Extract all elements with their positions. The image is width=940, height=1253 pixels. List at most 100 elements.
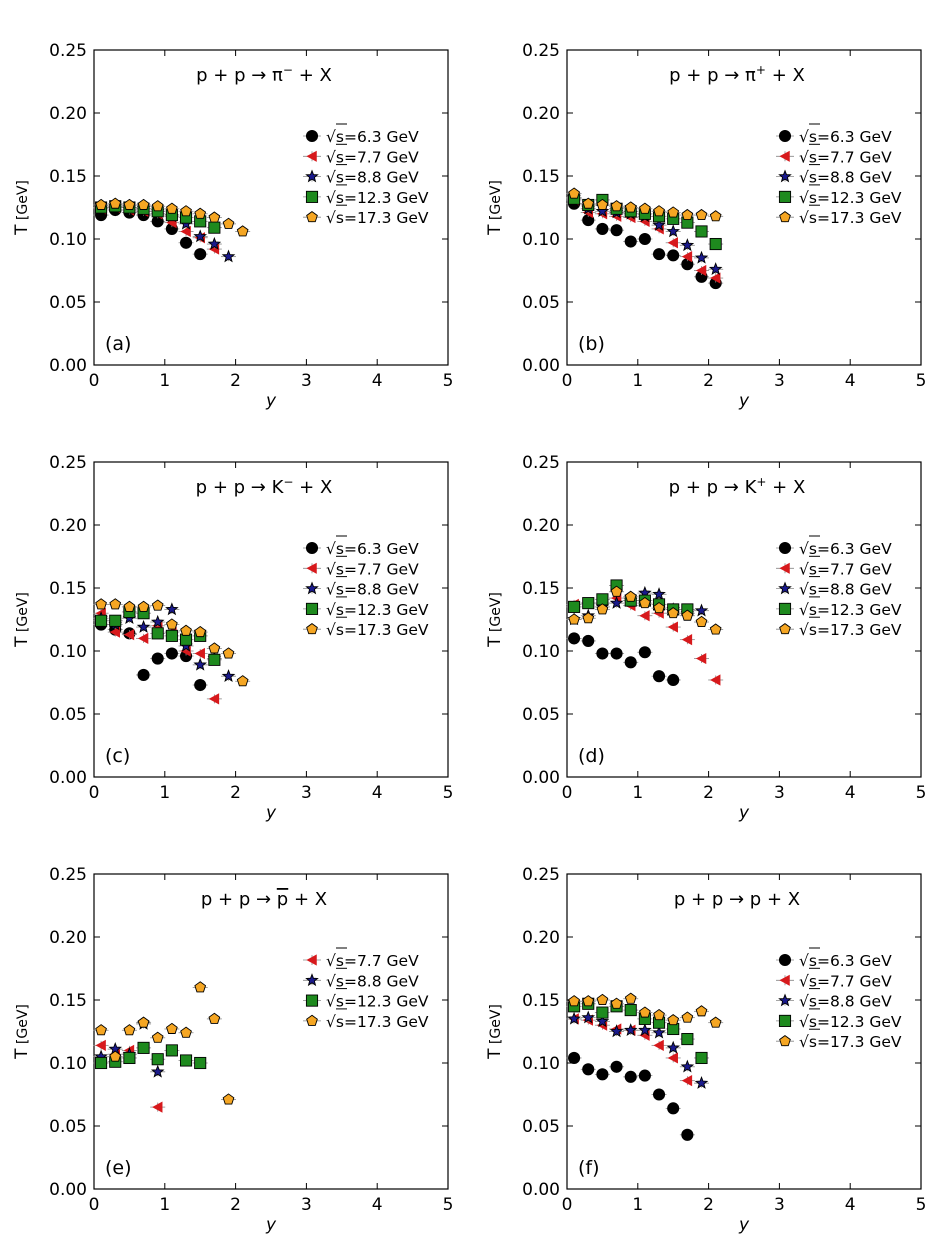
legend-marker	[305, 190, 319, 203]
legend-entry: √s=17.3 GeV	[776, 616, 902, 639]
legend-marker	[778, 602, 792, 615]
data-point	[194, 647, 205, 660]
y-tick-label: 0.25	[49, 453, 87, 473]
legend-value: =17.3 GeV	[817, 1033, 902, 1051]
data-point	[208, 653, 221, 666]
y-tick-label: 0.00	[522, 1180, 560, 1200]
legend-label: √s=17.3 GeV	[326, 1013, 429, 1031]
legend-sqrt: √s	[799, 148, 817, 166]
legend-entry: √s=17.3 GeV	[776, 1028, 902, 1051]
x-tick-label: 2	[230, 783, 241, 803]
legend-value: =8.8 GeV	[817, 993, 892, 1011]
data-point	[681, 1075, 693, 1087]
panel-label: (f)	[578, 1157, 600, 1179]
legend-value: =7.7 GeV	[817, 560, 892, 578]
data-point	[582, 612, 595, 624]
legend-label: √s=12.3 GeV	[799, 189, 902, 207]
chart-title: p + p → π+ + X	[669, 63, 805, 86]
data-point	[596, 593, 609, 606]
data-point	[624, 656, 637, 669]
series-6.3	[566, 1051, 695, 1141]
legend-value: =12.3 GeV	[344, 189, 429, 207]
y-axis-label-symbol: T	[12, 1048, 32, 1060]
data-point	[166, 1022, 178, 1034]
legend-label: √s=6.3 GeV	[326, 540, 419, 558]
data-point	[681, 634, 693, 646]
x-axis-label: y	[265, 1215, 277, 1235]
x-tick-label: 5	[916, 371, 927, 391]
data-point	[194, 981, 207, 993]
x-tick-label: 0	[562, 371, 573, 391]
data-point	[123, 1051, 136, 1065]
data-point	[151, 652, 164, 665]
data-point	[194, 248, 207, 261]
data-point	[165, 1044, 178, 1057]
series-17.3	[566, 992, 724, 1028]
data-point	[680, 1059, 695, 1073]
data-point	[567, 1011, 581, 1025]
y-tick-label: 0.15	[522, 991, 560, 1011]
chart-title: p + p → p + X	[674, 889, 800, 910]
panel-c: 0 1 2 3 4 5 0.00 0.05 0.10 0.15 0.20 0.25 y T [GeV] p …	[12, 453, 453, 823]
title-part: p + p → p + X	[674, 889, 800, 910]
legend-sqrt: √s	[326, 148, 344, 166]
legend-label: √s=12.3 GeV	[799, 601, 902, 619]
data-point	[666, 224, 680, 238]
legend-entry: √s=7.7 GeV	[303, 947, 419, 970]
y-tick-label: 0.25	[49, 865, 87, 885]
data-point	[623, 1023, 638, 1037]
data-point	[152, 1101, 163, 1113]
data-point	[681, 1128, 694, 1141]
data-point	[624, 992, 637, 1004]
legend-entry: √s=7.7 GeV	[776, 967, 892, 990]
legend-marker	[778, 1014, 792, 1027]
data-point	[582, 995, 595, 1007]
legend-marker	[306, 211, 318, 223]
y-tick-label: 0.00	[49, 1180, 87, 1200]
legend-entry: √s=17.3 GeV	[303, 204, 429, 227]
x-tick-label: 5	[443, 1195, 454, 1215]
data-point	[151, 1031, 164, 1043]
data-point	[667, 1052, 678, 1064]
data-point	[709, 237, 722, 251]
legend-sqrt: √s	[326, 560, 344, 578]
legend-value: =12.3 GeV	[344, 601, 429, 619]
legend-sqrt: √s	[799, 601, 817, 619]
data-point	[624, 1070, 637, 1083]
legend-label: √s=17.3 GeV	[799, 1033, 902, 1051]
data-point	[95, 198, 107, 210]
legend-value: =6.3 GeV	[817, 128, 892, 146]
data-point	[151, 599, 164, 611]
legend-entry: √s=7.7 GeV	[303, 555, 419, 578]
y-tick-label: 0.05	[522, 1117, 560, 1137]
panel-f: 0 1 2 3 4 5 0.00 0.05 0.10 0.15 0.20 0.25 y T [GeV] p …	[485, 865, 926, 1235]
x-tick-label: 0	[562, 1195, 573, 1215]
x-tick-label: 1	[159, 1195, 170, 1215]
legend-sqrt: √s	[326, 952, 344, 970]
legend-marker	[778, 953, 792, 967]
data-point	[95, 598, 107, 610]
data-point	[596, 1006, 609, 1019]
data-point	[695, 264, 707, 277]
legend-sqrt: √s	[326, 1013, 344, 1031]
data-point	[208, 211, 221, 223]
data-point	[596, 222, 609, 235]
legend-label: √s=12.3 GeV	[326, 601, 429, 619]
data-point	[653, 1039, 664, 1051]
data-point	[221, 669, 236, 682]
x-tick-label: 1	[632, 783, 643, 803]
data-point	[208, 1012, 221, 1024]
y-axis-label-symbol: T	[485, 1048, 505, 1060]
legend-sqrt: √s	[799, 189, 817, 207]
legend-marker	[778, 129, 792, 143]
data-point	[194, 207, 207, 219]
data-point	[596, 1068, 609, 1081]
legend-marker	[306, 1014, 318, 1026]
panel-a: 0 1 2 3 4 5 0.00 0.05 0.10 0.15 0.20 0.25 y T [GeV] p …	[12, 41, 453, 411]
legend-sqrt: √s	[799, 128, 817, 146]
data-point	[596, 603, 609, 615]
legend-value: =12.3 GeV	[817, 1013, 902, 1031]
legend-label: √s=8.8 GeV	[326, 972, 419, 990]
legend-label: √s=7.7 GeV	[326, 560, 419, 578]
legend: √s=6.3 GeV√s=7.7 GeV√s=8.8 GeV√s=12.3 Ge…	[303, 123, 429, 227]
